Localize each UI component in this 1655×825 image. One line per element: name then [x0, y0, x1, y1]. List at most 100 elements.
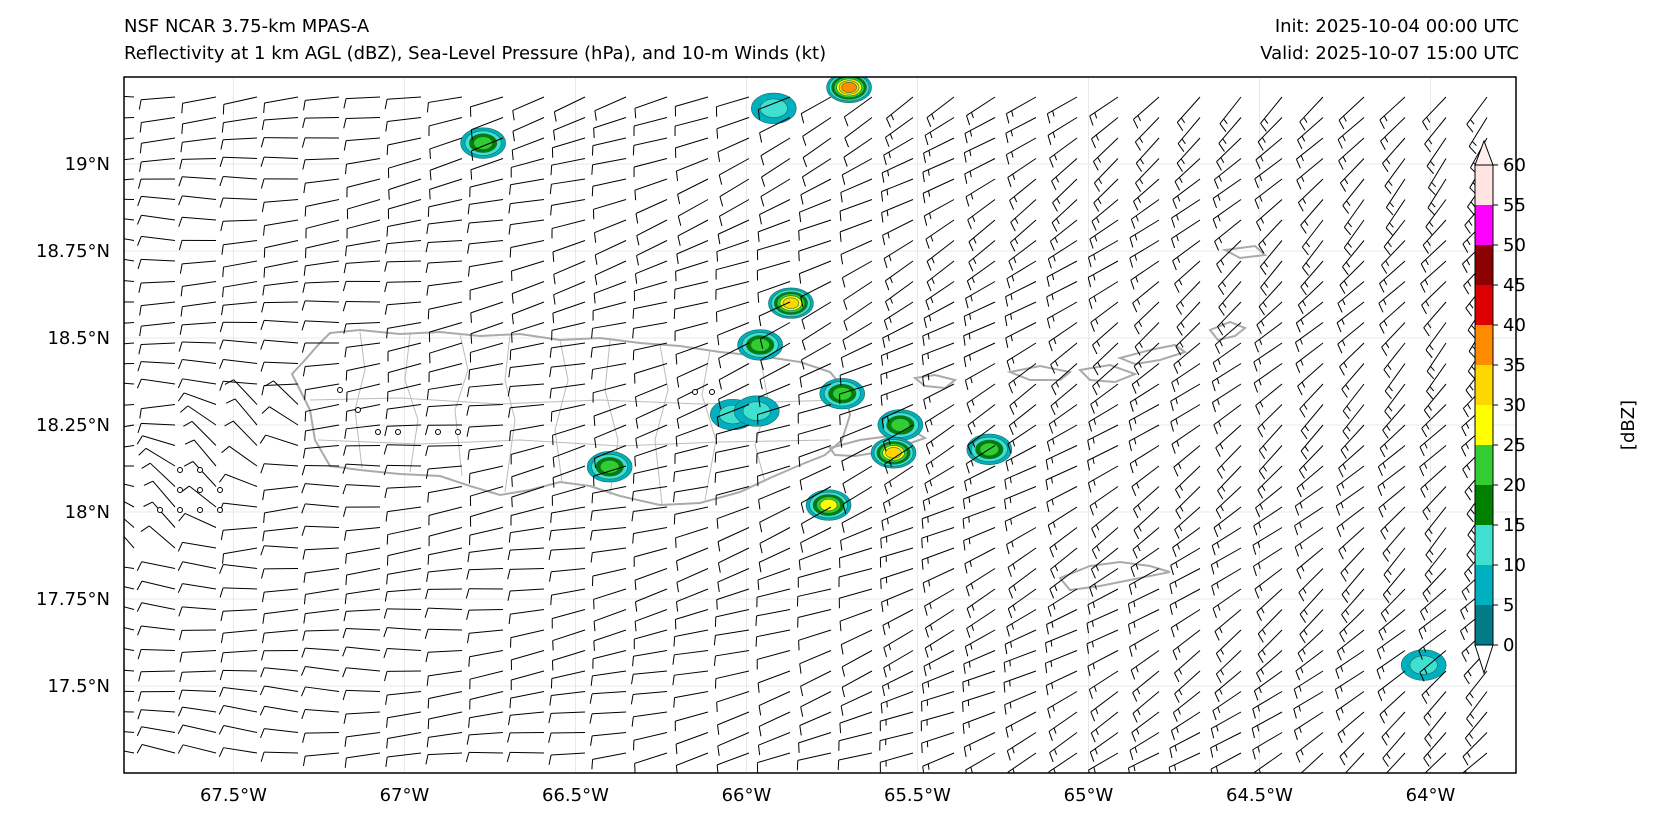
puerto-rico-coastline	[290, 328, 852, 507]
wind-barb	[305, 219, 340, 239]
wind-barb	[1421, 281, 1447, 315]
wind-barb	[302, 363, 340, 377]
wind-barb	[592, 301, 627, 321]
wind-barb	[183, 461, 217, 487]
wind-barb	[842, 322, 873, 350]
wind-barb	[136, 435, 176, 446]
wind-barb	[757, 219, 791, 242]
wind-barb	[219, 156, 258, 167]
wind-barb	[1047, 240, 1078, 269]
wind-barb	[1004, 301, 1037, 327]
wind-barb	[926, 240, 955, 271]
wind-barb	[756, 260, 791, 281]
wind-barb	[1259, 240, 1283, 276]
wind-barb	[1089, 96, 1119, 126]
wind-barb	[880, 178, 914, 202]
wind-barb	[428, 363, 463, 383]
wind-barb	[470, 158, 504, 180]
wind-barb	[1128, 424, 1160, 452]
wind-barb	[884, 445, 914, 474]
wind-barb	[342, 301, 381, 312]
wind-barb	[511, 260, 545, 282]
wind-barb	[883, 424, 914, 452]
wind-barb	[1294, 486, 1324, 516]
wind-barb	[884, 260, 914, 291]
wind-barb	[1384, 363, 1406, 400]
colorbar-segment	[1475, 205, 1493, 245]
wind-barb	[1423, 383, 1447, 419]
wind-barb	[962, 486, 996, 510]
wind-barb	[304, 404, 340, 422]
wind-barb	[963, 137, 996, 163]
wind-barb	[1131, 465, 1160, 496]
wind-barb	[549, 383, 586, 399]
wind-barb	[1257, 404, 1283, 438]
wind-barb	[631, 506, 668, 522]
colorbar-tick-label: 15	[1503, 515, 1526, 536]
wind-barb	[383, 444, 422, 455]
wind-barb	[221, 445, 258, 467]
wind-barb	[511, 301, 545, 325]
wind-barb	[759, 363, 791, 390]
wind-barb	[1129, 445, 1160, 474]
wind-barb	[881, 404, 914, 429]
wind-barb	[1008, 404, 1037, 435]
wind-barb	[124, 117, 135, 119]
wind-barb	[425, 404, 463, 417]
wind-barb	[511, 281, 545, 304]
wind-barb	[592, 383, 627, 403]
wind-barb	[1050, 342, 1078, 374]
wind-barb	[1420, 465, 1447, 498]
wind-barb	[716, 404, 750, 427]
wind-barb	[883, 301, 914, 331]
wind-barb	[346, 178, 381, 198]
wind-barb	[137, 235, 176, 246]
wind-barb	[880, 383, 914, 406]
wind-barb	[1422, 486, 1447, 521]
wind-barb	[1380, 117, 1406, 151]
wind-barb	[469, 506, 504, 527]
colorbar-tick-label: 35	[1503, 355, 1526, 376]
wind-barb	[593, 404, 627, 427]
wind-barb	[1087, 240, 1119, 268]
wind-barb	[1174, 260, 1201, 293]
wind-barb	[512, 96, 545, 121]
wind-barb	[1130, 199, 1160, 229]
wind-barb	[469, 281, 504, 301]
wind-barb	[222, 281, 258, 298]
wind-barb	[429, 137, 463, 159]
wind-barb	[800, 96, 832, 124]
wind-barb	[1296, 158, 1324, 190]
wind-barb	[1214, 322, 1242, 354]
wind-barb	[923, 137, 955, 164]
wind-barb	[594, 424, 627, 449]
wind-barb	[1384, 158, 1406, 195]
wind-barb	[509, 178, 545, 195]
wind-barb	[1091, 199, 1119, 231]
wind-barb	[1046, 281, 1078, 307]
colorbar-tick-label: 45	[1503, 275, 1526, 296]
wind-barb	[634, 260, 668, 284]
wind-barb	[923, 301, 955, 329]
wind-barb	[1177, 117, 1201, 153]
colorbar-tick-label: 5	[1503, 595, 1514, 616]
wind-barb	[137, 422, 176, 434]
reflectivity-cell-cell-interior-b	[733, 395, 780, 427]
wind-barb	[261, 117, 299, 130]
wind-barb	[263, 260, 299, 278]
wind-barb	[922, 158, 955, 183]
vieques-coastline	[828, 430, 928, 458]
wind-barb	[1260, 260, 1283, 296]
wind-barb	[967, 199, 996, 230]
reflectivity-cell-cell-north-top	[826, 77, 872, 104]
wind-barb	[303, 260, 340, 276]
wind-barb	[509, 342, 545, 361]
wind-barb	[1382, 404, 1406, 439]
wind-barb	[1046, 486, 1078, 512]
wind-barb	[469, 96, 504, 117]
wind-barb	[262, 281, 299, 296]
wind-barb	[799, 363, 832, 388]
wind-barb	[1419, 424, 1447, 457]
wind-barb	[715, 281, 750, 300]
wind-barb	[1300, 404, 1324, 440]
